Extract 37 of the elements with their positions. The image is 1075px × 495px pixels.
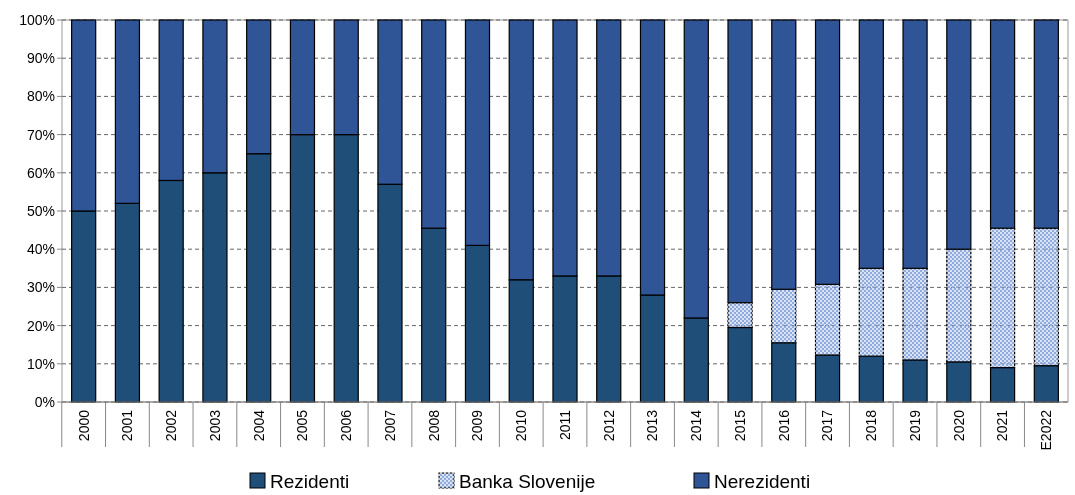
x-tick-label: 2003	[206, 409, 223, 442]
y-tick-label: 40%	[26, 241, 55, 258]
x-tick-label: 2021	[994, 409, 1011, 442]
x-tick-label: 2016	[775, 409, 792, 442]
x-tick-label: 2015	[731, 409, 748, 442]
x-tick-label: 2018	[863, 409, 880, 442]
x-tick-label: 2011	[556, 409, 573, 441]
legend-label: Rezidenti	[270, 470, 350, 492]
x-tick-label: E2022	[1038, 409, 1055, 451]
y-tick-label: 60%	[26, 164, 55, 181]
x-tick-label: 2008	[425, 409, 442, 442]
x-tick-label: 2000	[75, 409, 92, 442]
x-tick-label: 2005	[294, 409, 311, 442]
y-tick-label: 30%	[26, 279, 55, 296]
x-tick-label: 2009	[469, 409, 486, 442]
x-tick-label: 2010	[513, 409, 530, 442]
y-tick-label: 70%	[26, 126, 55, 143]
x-tick-label: 2004	[250, 409, 267, 442]
y-tick-label: 10%	[26, 355, 55, 372]
x-tick-label: 2002	[163, 409, 180, 442]
y-tick-label: 100%	[19, 11, 55, 28]
x-tick-label: 2020	[950, 409, 967, 442]
x-tick-label: 2019	[906, 409, 923, 442]
y-tick-label: 50%	[26, 202, 55, 219]
x-tick-label: 2013	[644, 409, 661, 442]
legend-label: Nerezidenti	[714, 470, 811, 492]
y-tick-label: 80%	[26, 88, 55, 105]
y-tick-label: 90%	[26, 50, 55, 67]
x-tick-label: 2017	[819, 409, 836, 442]
x-tick-label: 2014	[688, 409, 705, 442]
x-tick-label: 2012	[600, 409, 617, 442]
legend-label: Banka Slovenije	[459, 470, 596, 492]
y-tick-label: 20%	[26, 317, 55, 334]
y-tick-label: 0%	[34, 393, 55, 410]
x-tick-label: 2007	[381, 409, 398, 442]
x-tick-label: 2006	[338, 409, 355, 442]
x-tick-label: 2001	[119, 409, 136, 442]
